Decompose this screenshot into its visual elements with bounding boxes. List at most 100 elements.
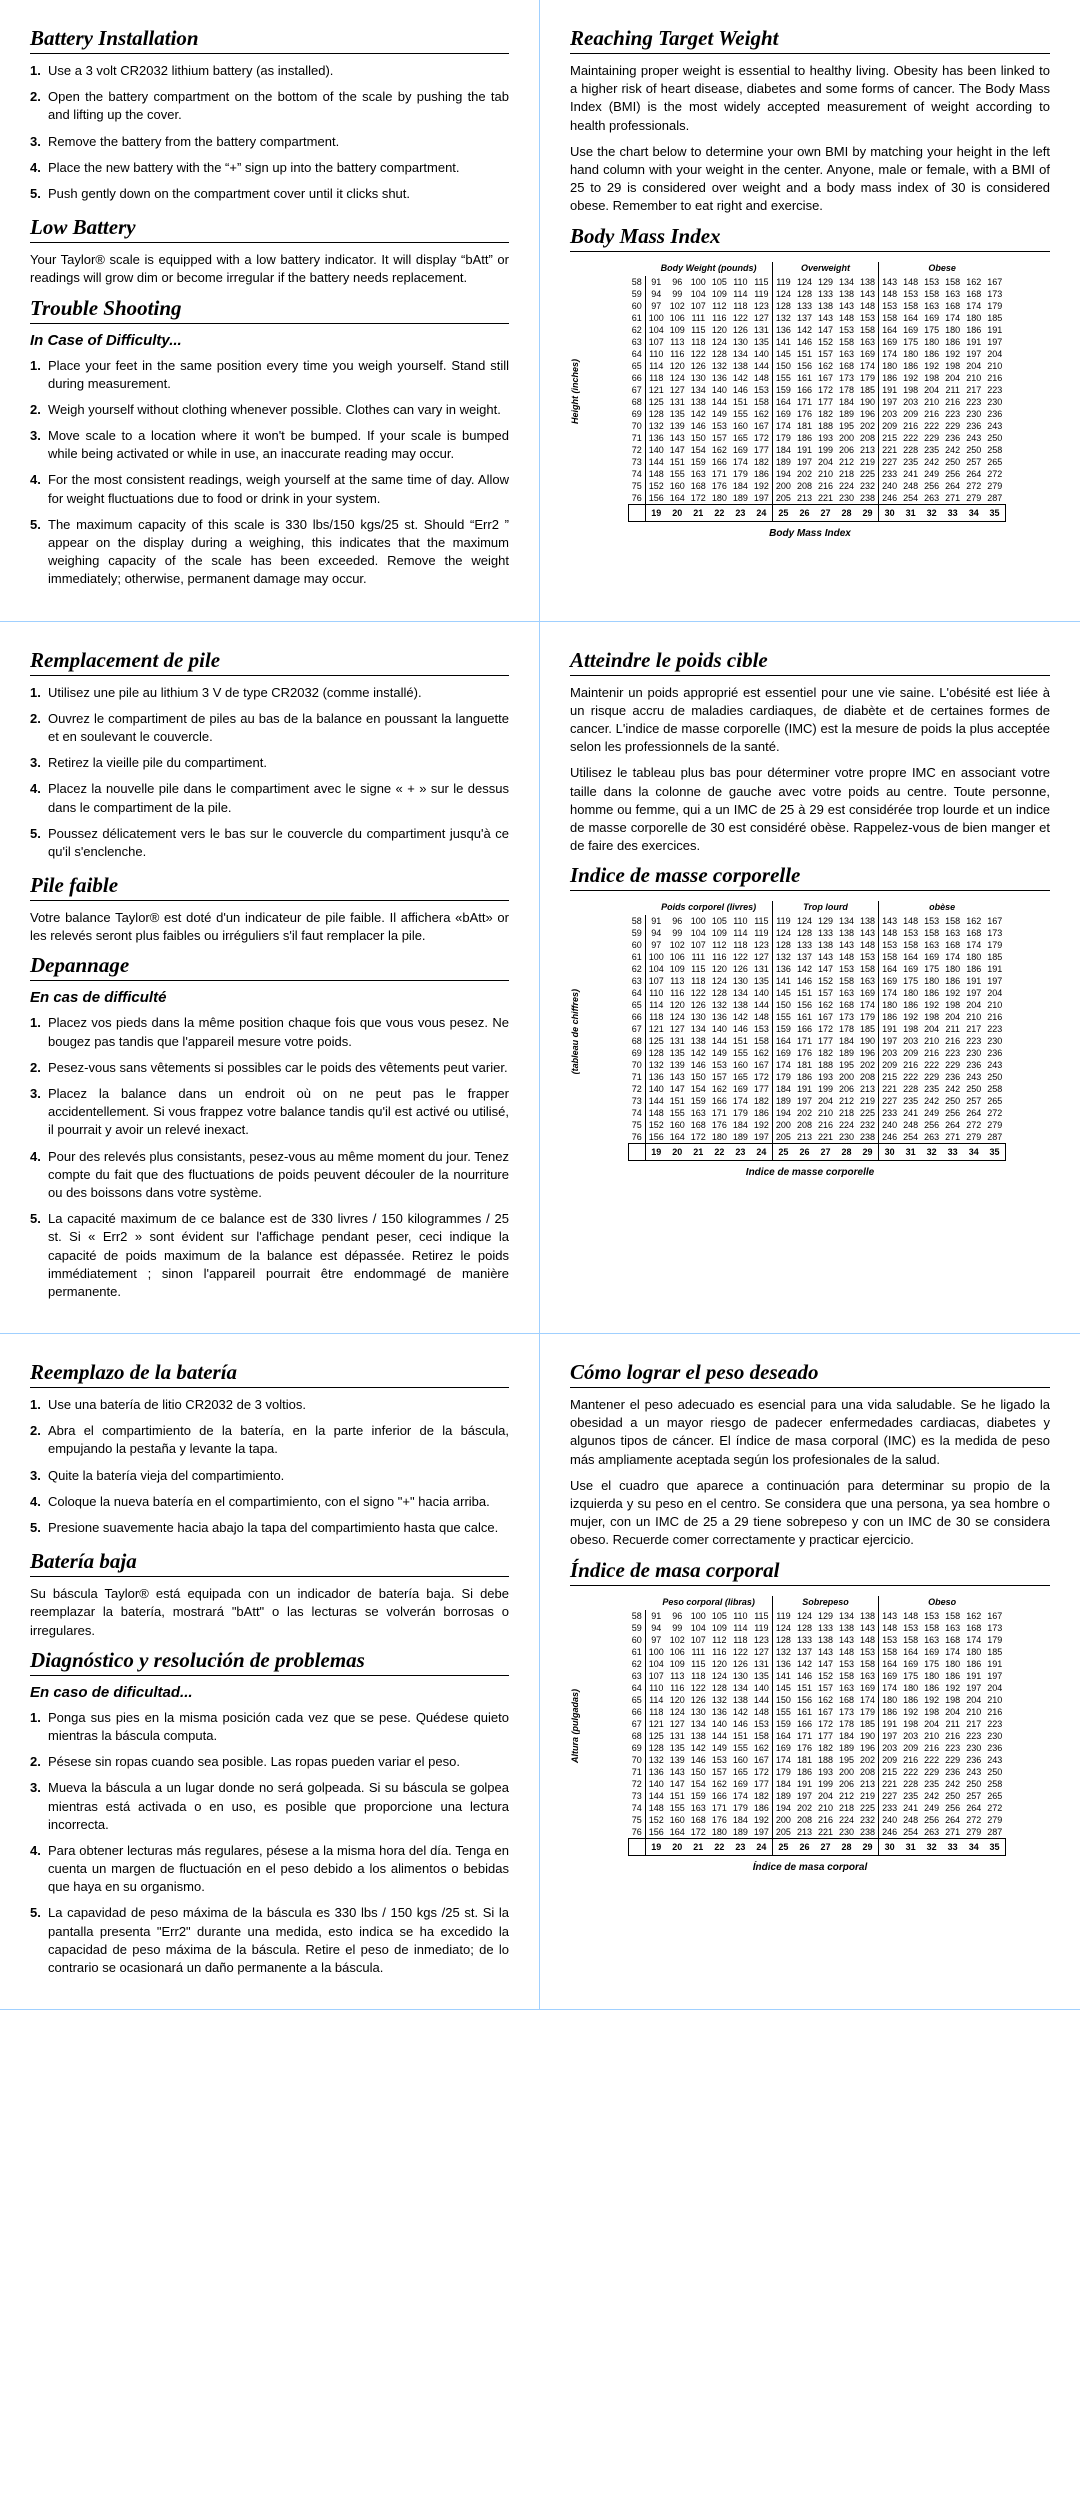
bmi-cell: 155 bbox=[772, 372, 794, 384]
bmi-cell: 143 bbox=[879, 276, 901, 288]
bmi-index: 26 bbox=[794, 1838, 815, 1855]
bmi-cell: 186 bbox=[794, 432, 815, 444]
bmi-cell: 221 bbox=[879, 1778, 901, 1790]
bmi-cell: 242 bbox=[921, 1095, 942, 1107]
bmi-cell: 153 bbox=[921, 276, 942, 288]
bmi-cell: 143 bbox=[815, 951, 836, 963]
bmi-cell: 147 bbox=[815, 963, 836, 975]
bmi-index: 24 bbox=[751, 504, 773, 521]
bmi-cell: 109 bbox=[709, 1622, 730, 1634]
bmi-cell: 144 bbox=[709, 1035, 730, 1047]
bmi-cell: 113 bbox=[667, 1670, 688, 1682]
bmi-cell: 114 bbox=[730, 927, 751, 939]
bmi-cell: 186 bbox=[942, 1670, 963, 1682]
list-item: Pésese sin ropas cuando sea posible. Las… bbox=[30, 1753, 509, 1771]
bmi-cell: 151 bbox=[794, 1682, 815, 1694]
bmi-cell: 180 bbox=[942, 963, 963, 975]
bmi-index: 25 bbox=[772, 1144, 794, 1161]
bmi-cell: 192 bbox=[751, 1814, 773, 1826]
bmi-cell: 109 bbox=[709, 288, 730, 300]
bmi-cell: 143 bbox=[836, 1634, 857, 1646]
bmi-cell: 140 bbox=[751, 1682, 773, 1694]
bmi-cell: 97 bbox=[645, 1634, 667, 1646]
bmi-height: 59 bbox=[629, 927, 646, 939]
bmi-cell: 174 bbox=[963, 1634, 984, 1646]
bmi-cell: 158 bbox=[879, 312, 901, 324]
bmi-cell: 219 bbox=[857, 1095, 879, 1107]
bmi-cell: 197 bbox=[751, 1131, 773, 1144]
bmi-cell: 158 bbox=[942, 915, 963, 927]
bmi-cell: 164 bbox=[667, 492, 688, 505]
list-item: Remove the battery from the battery comp… bbox=[30, 133, 509, 151]
bmi-cell: 162 bbox=[963, 915, 984, 927]
bmi-cell: 192 bbox=[942, 348, 963, 360]
bmi-cell: 118 bbox=[730, 300, 751, 312]
bmi-cell: 254 bbox=[900, 1131, 921, 1144]
bmi-height: 67 bbox=[629, 1023, 646, 1035]
bmi-cell: 250 bbox=[963, 1778, 984, 1790]
bmi-cell: 118 bbox=[645, 1011, 667, 1023]
bmi-cell: 114 bbox=[645, 999, 667, 1011]
bmi-cell: 130 bbox=[730, 336, 751, 348]
bmi-cell: 134 bbox=[688, 1023, 709, 1035]
list-item: Mueva la báscula a un lugar donde no ser… bbox=[30, 1779, 509, 1834]
bmi-cell: 204 bbox=[963, 1694, 984, 1706]
bmi-cell: 240 bbox=[879, 1814, 901, 1826]
bmi-cell: 200 bbox=[772, 1814, 794, 1826]
bmi-cell: 202 bbox=[857, 1754, 879, 1766]
bmi-cell: 184 bbox=[730, 480, 751, 492]
bmi-cell: 91 bbox=[645, 276, 667, 288]
bmi-cell: 129 bbox=[815, 276, 836, 288]
bmi-index: 19 bbox=[645, 1838, 667, 1855]
low-battery-text: Votre balance Taylor® est doté d'un indi… bbox=[30, 909, 509, 945]
bmi-cell: 243 bbox=[963, 1766, 984, 1778]
bmi-cell: 219 bbox=[857, 1790, 879, 1802]
bmi-cell: 213 bbox=[794, 492, 815, 505]
bmi-cell: 213 bbox=[857, 1778, 879, 1790]
bmi-cell: 146 bbox=[730, 1023, 751, 1035]
bmi-cell: 132 bbox=[709, 999, 730, 1011]
bmi-cell: 192 bbox=[921, 360, 942, 372]
list-item: Para obtener lecturas más regulares, pés… bbox=[30, 1842, 509, 1897]
bmi-cell: 136 bbox=[709, 1011, 730, 1023]
bmi-cell: 189 bbox=[836, 1742, 857, 1754]
bmi-cell: 156 bbox=[645, 1826, 667, 1839]
bmi-caption: Body Mass Index bbox=[570, 528, 1050, 539]
bmi-cell: 148 bbox=[645, 468, 667, 480]
bmi-index: 35 bbox=[984, 1838, 1005, 1855]
bmi-cell: 106 bbox=[667, 1646, 688, 1658]
bmi-cell: 203 bbox=[900, 1730, 921, 1742]
bmi-cell: 152 bbox=[645, 480, 667, 492]
bmi-cell: 96 bbox=[667, 915, 688, 927]
bmi-cell: 131 bbox=[751, 963, 773, 975]
bmi-cell: 138 bbox=[857, 915, 879, 927]
bmi-cell: 140 bbox=[751, 348, 773, 360]
bmi-cell: 164 bbox=[772, 396, 794, 408]
bmi-cell: 230 bbox=[836, 1826, 857, 1839]
bmi-cell: 265 bbox=[984, 456, 1005, 468]
bmi-cell: 119 bbox=[772, 276, 794, 288]
low-battery-text: Your Taylor® scale is equipped with a lo… bbox=[30, 251, 509, 287]
bmi-cell: 197 bbox=[963, 987, 984, 999]
bmi-cell: 104 bbox=[645, 324, 667, 336]
bmi-cell: 120 bbox=[709, 963, 730, 975]
bmi-cell: 202 bbox=[857, 420, 879, 432]
bmi-cell: 272 bbox=[984, 468, 1005, 480]
bmi-cell: 179 bbox=[772, 1766, 794, 1778]
bmi-cell: 163 bbox=[857, 975, 879, 987]
bmi-cell: 132 bbox=[772, 312, 794, 324]
bmi-height: 58 bbox=[629, 276, 646, 288]
bmi-index: 22 bbox=[709, 504, 730, 521]
low-battery-title: Low Battery bbox=[30, 215, 509, 243]
bmi-wrap: (tableau de chiffres) Poids corporel (li… bbox=[570, 901, 1050, 1178]
bmi-cell: 150 bbox=[772, 360, 794, 372]
bmi-cell: 118 bbox=[645, 372, 667, 384]
bmi-index: 31 bbox=[900, 504, 921, 521]
bmi-cell: 199 bbox=[815, 444, 836, 456]
bmi-cell: 121 bbox=[645, 1023, 667, 1035]
bmi-cell: 156 bbox=[645, 1131, 667, 1144]
bmi-cell: 116 bbox=[709, 312, 730, 324]
bmi-cell: 116 bbox=[667, 1682, 688, 1694]
bmi-cell: 122 bbox=[730, 312, 751, 324]
bmi-cell: 236 bbox=[942, 432, 963, 444]
